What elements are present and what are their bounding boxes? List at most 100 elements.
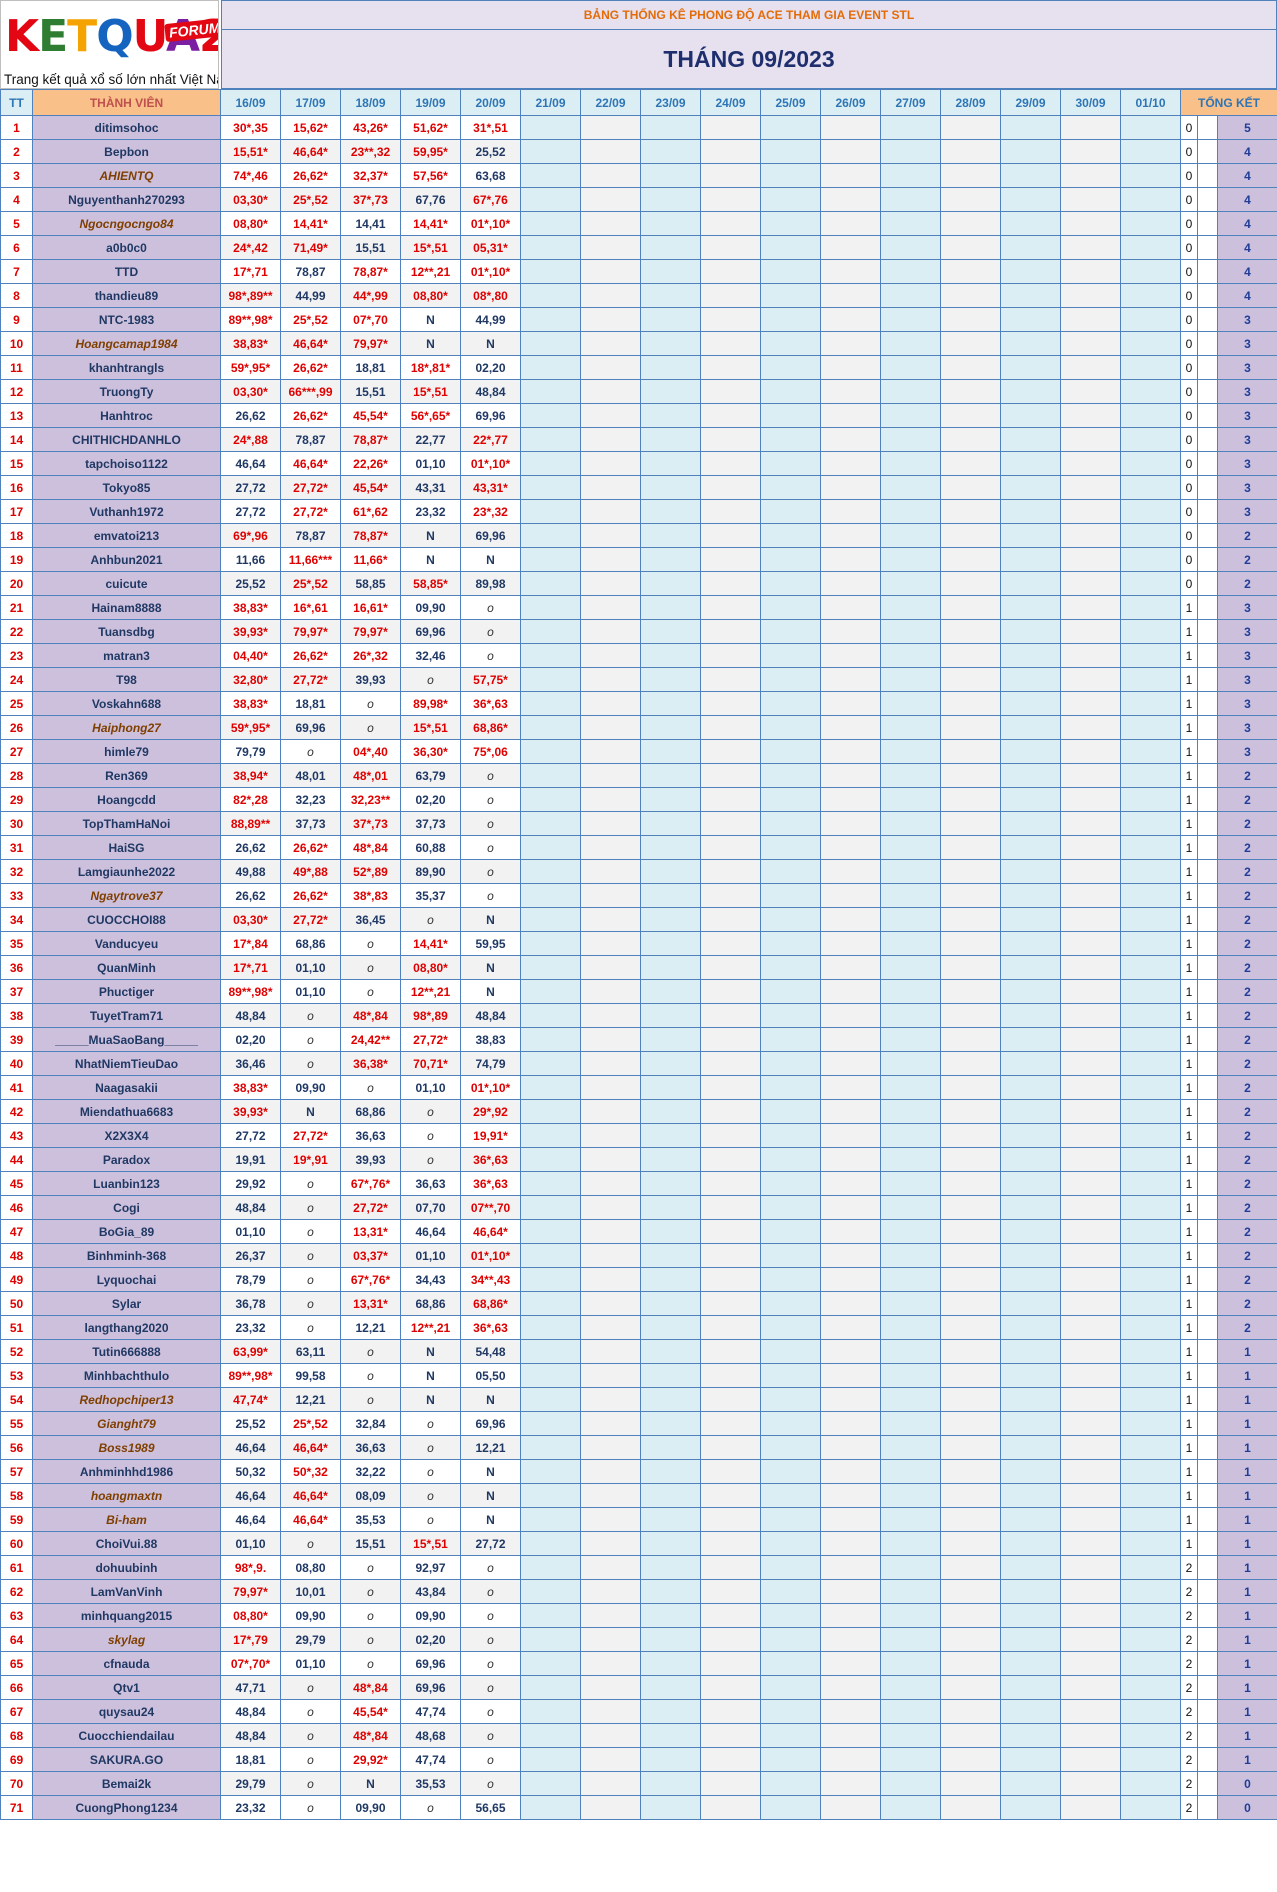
empty-day-cell [760, 979, 821, 1004]
empty-day-cell [700, 691, 761, 716]
empty-day-cell [820, 403, 881, 428]
empty-day-cell [700, 1723, 761, 1748]
empty-day-cell [1120, 403, 1181, 428]
total-spacer [1197, 475, 1218, 500]
empty-day-cell [580, 667, 641, 692]
total-hit-count: 3 [1217, 667, 1277, 692]
day-result: 15*,51 [400, 1531, 461, 1556]
empty-day-cell [640, 1003, 701, 1028]
total-miss-count: 1 [1180, 1483, 1198, 1508]
empty-day-cell [820, 523, 881, 548]
day-result: 32,37* [340, 163, 401, 188]
empty-day-cell [880, 835, 941, 860]
empty-day-cell [580, 403, 641, 428]
empty-day-cell [1120, 1363, 1181, 1388]
empty-day-cell [580, 1435, 641, 1460]
table-row: 66 Qtv1 47,71 o 48*,84 69,96 o 2 1 [0, 1675, 1277, 1700]
ketqua2-logo[interactable]: KETQUA2 FORUM Trang kết quả xổ số lớn nh… [0, 0, 219, 89]
total-spacer [1197, 331, 1218, 356]
total-hit-count: 2 [1217, 859, 1277, 884]
empty-day-cell [880, 547, 941, 572]
empty-day-cell [580, 307, 641, 332]
empty-day-cell [1120, 1267, 1181, 1292]
empty-day-cell [520, 1075, 581, 1100]
day-result: 22*,77 [460, 427, 521, 452]
empty-day-cell [940, 1291, 1001, 1316]
empty-day-cell [760, 1627, 821, 1652]
empty-day-cell [640, 835, 701, 860]
day-result: 07**,70 [460, 1195, 521, 1220]
day-result: 99,58 [280, 1363, 341, 1388]
empty-day-cell [820, 1675, 881, 1700]
empty-day-cell [760, 379, 821, 404]
empty-day-cell [700, 1291, 761, 1316]
empty-day-cell [1120, 259, 1181, 284]
day-result: 12**,21 [400, 259, 461, 284]
total-miss-count: 1 [1180, 739, 1198, 764]
total-spacer [1197, 1579, 1218, 1604]
day-result: 46,64* [280, 1435, 341, 1460]
day-result: 15*,51 [400, 379, 461, 404]
row-number: 66 [0, 1675, 33, 1700]
empty-day-cell [1000, 1219, 1061, 1244]
empty-day-cell [580, 139, 641, 164]
empty-day-cell [1120, 1483, 1181, 1508]
table-row: 23 matran3 04,40* 26,62* 26*,32 32,46 o 1 3 [0, 643, 1277, 668]
total-miss-count: 1 [1180, 1027, 1198, 1052]
empty-day-cell [820, 1363, 881, 1388]
empty-day-cell [1120, 1003, 1181, 1028]
row-number: 1 [0, 115, 33, 140]
empty-day-cell [1120, 931, 1181, 956]
day-result: 31*,51 [460, 115, 521, 140]
total-hit-count: 3 [1217, 499, 1277, 524]
header-date: 16/09 [220, 89, 281, 116]
member-name: emvatoi213 [32, 523, 221, 548]
day-result: 48,84 [220, 1699, 281, 1724]
empty-day-cell [520, 1291, 581, 1316]
empty-day-cell [880, 1027, 941, 1052]
total-spacer [1197, 1171, 1218, 1196]
empty-day-cell [1060, 475, 1121, 500]
empty-day-cell [760, 691, 821, 716]
empty-day-cell [700, 1387, 761, 1412]
empty-day-cell [760, 1675, 821, 1700]
day-result: 09,90 [340, 1795, 401, 1820]
total-spacer [1197, 1003, 1218, 1028]
empty-day-cell [580, 715, 641, 740]
empty-day-cell [760, 1579, 821, 1604]
empty-day-cell [940, 1627, 1001, 1652]
total-hit-count: 4 [1217, 259, 1277, 284]
total-miss-count: 1 [1180, 691, 1198, 716]
table-row: 47 BoGia_89 01,10 o 13,31* 46,64 46,64* 1 2 [0, 1219, 1277, 1244]
day-result: 17*,71 [220, 259, 281, 284]
empty-day-cell [1060, 1795, 1121, 1820]
empty-day-cell [580, 235, 641, 260]
day-result: 48*,84 [340, 1675, 401, 1700]
empty-day-cell [1120, 211, 1181, 236]
empty-day-cell [760, 667, 821, 692]
day-result: 59*,95* [220, 715, 281, 740]
row-number: 51 [0, 1315, 33, 1340]
empty-day-cell [940, 739, 1001, 764]
total-spacer [1197, 1051, 1218, 1076]
empty-day-cell [640, 1363, 701, 1388]
empty-day-cell [1060, 1099, 1121, 1124]
total-hit-count: 2 [1217, 1291, 1277, 1316]
total-spacer [1197, 139, 1218, 164]
empty-day-cell [760, 1027, 821, 1052]
day-result: 36*,63 [460, 691, 521, 716]
empty-day-cell [880, 1579, 941, 1604]
empty-day-cell [880, 1435, 941, 1460]
empty-day-cell [880, 931, 941, 956]
empty-day-cell [1060, 403, 1121, 428]
empty-day-cell [760, 523, 821, 548]
empty-day-cell [1000, 1075, 1061, 1100]
total-miss-count: 2 [1180, 1747, 1198, 1772]
empty-day-cell [880, 187, 941, 212]
empty-day-cell [700, 1579, 761, 1604]
empty-day-cell [1000, 1291, 1061, 1316]
empty-day-cell [1000, 835, 1061, 860]
empty-day-cell [1000, 979, 1061, 1004]
empty-day-cell [760, 739, 821, 764]
day-result: 35,53 [340, 1507, 401, 1532]
